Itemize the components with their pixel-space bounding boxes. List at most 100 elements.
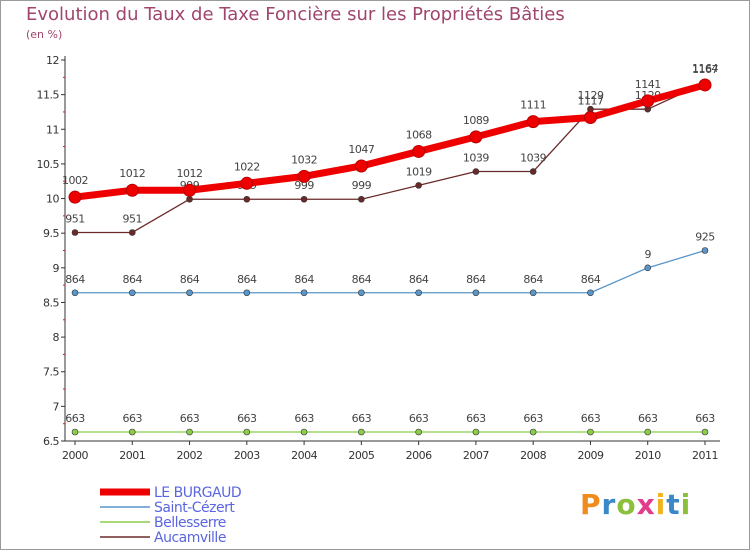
data-label: 1117: [577, 94, 603, 107]
data-label: 1068: [406, 128, 432, 141]
x-tick-label: 2001: [119, 449, 145, 462]
legend-label: Aucamville: [154, 530, 226, 546]
logo-letter: r: [601, 488, 617, 521]
data-label: 1129: [577, 89, 603, 102]
x-tick-label: 2007: [463, 449, 489, 462]
chart-subtitle: (en %): [26, 28, 63, 41]
x-tick-label: 2004: [291, 449, 317, 462]
data-point: [469, 130, 483, 144]
data-label: 925: [695, 231, 715, 244]
data-label: 1032: [291, 153, 317, 166]
data-point: [186, 289, 193, 297]
data-point: [183, 183, 197, 197]
data-label: 663: [638, 412, 658, 425]
y-tick-label: 11.5: [37, 89, 60, 102]
data-point: [71, 428, 79, 436]
data-label: 663: [409, 412, 429, 425]
series-line: [74, 82, 706, 234]
data-label: 663: [581, 412, 601, 425]
data-point: [701, 428, 709, 436]
data-point: [128, 229, 136, 236]
logo-letter: i: [680, 488, 692, 521]
x-tick-label: 2008: [520, 449, 546, 462]
data-label: 864: [237, 273, 257, 286]
data-point: [300, 195, 308, 203]
data-label: 663: [294, 412, 314, 425]
data-label: 951: [65, 212, 85, 225]
y-tick-label: 11: [46, 123, 59, 136]
data-label: 864: [466, 273, 486, 286]
logo-letter: x: [636, 488, 656, 521]
x-tick-label: 2010: [635, 449, 661, 462]
data-label: 864: [180, 273, 200, 286]
x-tick-label: 2002: [177, 449, 203, 462]
logo-letter: i: [655, 488, 667, 521]
data-point: [71, 229, 79, 236]
data-point: [526, 115, 540, 129]
legend-label: Saint-Cézert: [154, 500, 235, 516]
data-label: 1111: [520, 99, 546, 112]
data-label: 663: [695, 412, 715, 425]
data-point: [358, 428, 365, 436]
data-label: 663: [466, 412, 486, 425]
x-tick-label: 2011: [692, 449, 718, 462]
data-point: [243, 195, 251, 203]
data-point: [698, 78, 712, 92]
data-label: 663: [180, 412, 200, 425]
y-tick-label: 8.5: [43, 296, 59, 309]
data-point: [529, 289, 537, 297]
y-tick-label: 9: [53, 262, 60, 275]
data-point: [587, 289, 594, 297]
data-point: [415, 428, 422, 436]
data-label: 1012: [177, 167, 203, 180]
data-label: 999: [294, 179, 314, 192]
data-point: [68, 190, 82, 204]
data-label: 864: [352, 273, 372, 286]
y-tick-label: 10.5: [37, 158, 60, 171]
data-point: [641, 94, 655, 108]
data-label: 663: [523, 412, 543, 425]
data-label: 1167: [692, 63, 718, 76]
logo-letter: P: [580, 488, 602, 521]
data-point: [300, 289, 308, 297]
data-point: [472, 168, 480, 175]
data-point: [701, 247, 709, 254]
data-point: [240, 176, 254, 190]
data-point: [415, 289, 422, 297]
data-point: [71, 289, 79, 297]
data-label: 999: [352, 179, 372, 192]
x-tick-label: 2009: [577, 449, 603, 462]
data-point: [243, 428, 251, 436]
data-point: [128, 428, 136, 436]
data-label: 864: [65, 273, 85, 286]
data-label: 1047: [348, 143, 374, 156]
data-point: [300, 428, 308, 436]
x-tick-label: 2005: [348, 449, 374, 462]
data-point: [583, 110, 597, 124]
y-tick-label: 7: [53, 400, 60, 413]
x-tick-label: 2003: [234, 449, 260, 462]
data-point: [186, 195, 193, 203]
series-line: [74, 249, 706, 294]
data-label: 1141: [635, 78, 661, 91]
proxiti-logo: Proxiti: [580, 488, 691, 521]
data-point: [529, 168, 537, 175]
data-point: [529, 428, 537, 436]
data-point: [587, 428, 594, 436]
data-point: [297, 169, 311, 183]
data-label: 1164: [692, 62, 718, 75]
data-point: [354, 159, 368, 173]
logo-letter: o: [616, 488, 637, 521]
x-tick-label: 2000: [62, 449, 88, 462]
data-label: 864: [123, 273, 143, 286]
data-point: [243, 289, 251, 297]
data-label: 864: [294, 273, 314, 286]
y-tick-label: 6.5: [43, 435, 59, 448]
logo-letter: t: [666, 488, 681, 521]
y-tick-label: 7.5: [43, 366, 59, 379]
data-point: [358, 195, 365, 203]
data-label: 864: [409, 273, 429, 286]
data-point: [125, 183, 139, 197]
data-point: [415, 182, 422, 189]
